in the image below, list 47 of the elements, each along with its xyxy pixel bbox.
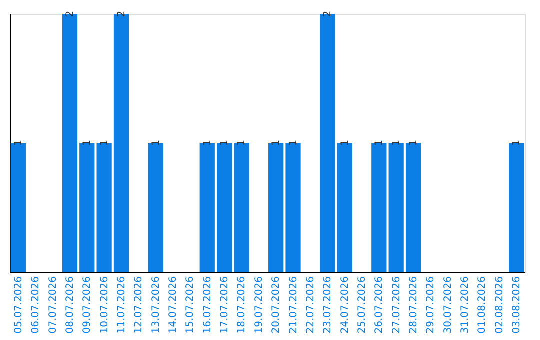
data-label: 1 — [202, 140, 214, 146]
x-tick-label: 05.07.2026 — [13, 276, 24, 334]
data-label: 2 — [322, 10, 334, 18]
x-tick-label: 03.08.2026 — [512, 276, 523, 334]
x-tick-label: 01.08.2026 — [477, 276, 488, 334]
x-tick-label: 27.07.2026 — [391, 276, 402, 334]
data-label: 1 — [150, 140, 162, 146]
data-label: 1 — [13, 140, 24, 146]
x-tick-label: 31.07.2026 — [460, 276, 472, 334]
x-tick-label: 29.07.2026 — [426, 276, 437, 334]
x-tick-label: 25.07.2026 — [356, 276, 368, 334]
data-label: 1 — [340, 140, 351, 146]
data-label: 1 — [236, 140, 248, 146]
x-tick-label: 13.07.2026 — [150, 276, 162, 334]
data-label: 1 — [99, 140, 110, 146]
data-label: 1 — [512, 140, 523, 146]
data-label: 1 — [391, 140, 402, 146]
x-tick-label: 12.07.2026 — [134, 276, 145, 334]
x-tick-label: 21.07.2026 — [288, 276, 300, 334]
x-tick-label: 19.07.2026 — [254, 276, 265, 334]
data-label: 1 — [288, 140, 300, 146]
x-tick-label: 10.07.2026 — [99, 276, 110, 334]
x-tick-label: 16.07.2026 — [202, 276, 214, 334]
x-tick-label: 23.07.2026 — [322, 276, 334, 334]
x-tick-label: 28.07.2026 — [408, 276, 420, 334]
x-tick-label: 02.08.2026 — [494, 276, 506, 334]
x-tick-label: 30.07.2026 — [442, 276, 454, 334]
x-tick-label: 18.07.2026 — [236, 276, 248, 334]
x-tick-label: 14.07.2026 — [168, 276, 180, 334]
data-label: 1 — [374, 140, 386, 146]
data-label: 2 — [116, 10, 128, 18]
data-label: 1 — [220, 140, 231, 146]
data-label: 2 — [64, 10, 76, 18]
x-tick-label: 09.07.2026 — [82, 276, 94, 334]
data-label: 1 — [82, 140, 94, 146]
x-tick-label: 06.07.2026 — [30, 276, 42, 334]
x-tick-label: 15.07.2026 — [185, 276, 196, 334]
x-tick-label: 24.07.2026 — [340, 276, 351, 334]
x-tick-label: 17.07.2026 — [220, 276, 231, 334]
data-label: 1 — [271, 140, 282, 146]
x-tick-label: 22.07.2026 — [305, 276, 316, 334]
x-tick-label: 07.07.2026 — [48, 276, 59, 334]
x-tick-label: 11.07.2026 — [116, 276, 128, 334]
x-tick-label: 26.07.2026 — [374, 276, 386, 334]
x-tick-label: 08.07.2026 — [64, 276, 76, 334]
x-tick-label: 20.07.2026 — [271, 276, 282, 334]
data-label: 1 — [408, 140, 420, 146]
